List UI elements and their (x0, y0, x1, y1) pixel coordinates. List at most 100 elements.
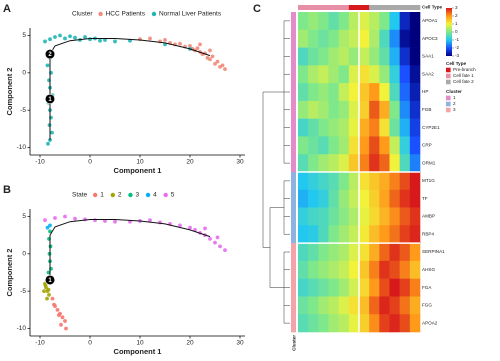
heat-cell (318, 100, 329, 119)
heat-cell (409, 172, 421, 191)
x-tick-label: -10 (35, 159, 45, 166)
color-bar-label: -3 (455, 53, 460, 58)
heat-cell (359, 154, 370, 173)
cell-type-bar (338, 5, 350, 10)
heat-cell (318, 154, 329, 173)
heat-cell (298, 189, 309, 208)
legend-swatch (128, 192, 133, 198)
point (52, 302, 56, 307)
heat-cell (328, 172, 339, 191)
heat-cell (389, 136, 400, 155)
x-tick-label: 10 (136, 159, 144, 166)
heat-cell (338, 243, 350, 262)
heat-cell (409, 29, 421, 48)
heat-cell (389, 154, 400, 173)
heat-cell (369, 83, 380, 102)
point (46, 141, 50, 146)
heat-cell (399, 260, 411, 279)
heat-cell (328, 243, 339, 262)
branch-point-label: 2 (48, 52, 52, 58)
heat-cell (318, 65, 329, 84)
legend-title: State (72, 192, 88, 199)
heat-cell (369, 154, 380, 173)
heat-cell (318, 47, 329, 66)
heat-cell (348, 12, 360, 31)
heat-cell (359, 278, 370, 297)
heat-cell (379, 29, 390, 48)
point (223, 67, 227, 71)
cluster-annotation-label: Cluster (292, 335, 297, 351)
heat-cell (298, 278, 309, 297)
point (53, 216, 57, 220)
heat-cell (298, 29, 309, 48)
heat-cell (328, 118, 339, 137)
heat-cell (328, 83, 339, 102)
heat-cell (379, 100, 390, 119)
point (213, 240, 217, 245)
heat-cell (308, 136, 319, 155)
heat-cell (369, 260, 380, 279)
point (45, 296, 49, 301)
cluster-bar (291, 172, 296, 191)
gene-label: FGB (422, 107, 431, 112)
point (215, 59, 220, 64)
heat-cell (369, 243, 380, 262)
point (113, 39, 117, 44)
gene-label: AHSG (422, 267, 435, 272)
heat-cell (399, 314, 411, 333)
legend-label: 3 (135, 192, 139, 199)
heat-cell (348, 47, 360, 66)
x-tick-label: 0 (88, 159, 92, 166)
heat-cell (348, 83, 360, 102)
heat-cell (409, 100, 421, 119)
branch-point-label: 1 (48, 97, 52, 103)
heat-cell (389, 29, 400, 48)
heat-cell (308, 260, 319, 279)
heat-cell (369, 47, 380, 66)
gene-label: HP (422, 89, 428, 94)
point (42, 289, 46, 294)
point (73, 35, 77, 40)
heat-cell (308, 65, 319, 84)
heat-cell (348, 100, 360, 119)
heat-cell (399, 47, 411, 66)
heat-cell (338, 83, 350, 102)
heat-cell (338, 65, 350, 84)
cluster-bar (291, 47, 296, 66)
heat-cell (338, 278, 350, 297)
heat-cell (389, 296, 400, 315)
cluster-bar (291, 278, 296, 297)
heat-cell (409, 83, 421, 102)
heat-cell (409, 136, 421, 155)
gene-label: SAA2 (422, 71, 434, 76)
point (220, 63, 225, 68)
cell-type-bar (389, 5, 400, 10)
point (163, 38, 167, 42)
point (208, 48, 212, 53)
heat-cell (389, 65, 400, 84)
cluster-bar (291, 189, 296, 208)
heat-cell (359, 189, 370, 208)
point (198, 42, 202, 47)
heat-cell (348, 207, 360, 226)
point (43, 39, 47, 44)
heat-cell (328, 260, 339, 279)
gene-label: SAA1 (422, 54, 434, 59)
point (208, 236, 212, 241)
heat-cell (369, 189, 380, 208)
point (50, 130, 54, 135)
heat-cell (369, 100, 380, 119)
point (46, 270, 51, 275)
trajectory (49, 38, 211, 141)
point (203, 226, 207, 231)
heat-cell (359, 47, 370, 66)
y-axis-label: Component 2 (5, 68, 14, 116)
heat-cell (379, 243, 390, 262)
cell-type-annotation-label: Cell Type (422, 5, 443, 10)
x-tick-label: -10 (35, 340, 45, 347)
legend-swatch (446, 67, 451, 73)
heat-cell (348, 136, 360, 155)
heat-cell (399, 100, 411, 119)
heat-cell (308, 189, 319, 208)
legend-label: 1 (100, 192, 104, 199)
